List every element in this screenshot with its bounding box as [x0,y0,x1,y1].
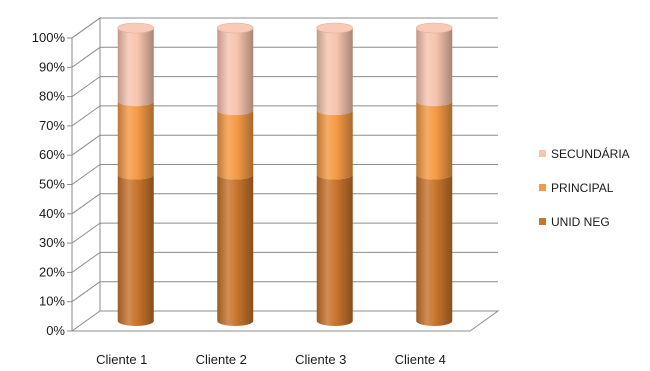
bar-segment [217,28,254,116]
x-category-label: Cliente 1 [96,352,147,367]
bar-segment [416,174,453,327]
bar-top-cap [216,22,254,34]
y-tick-label: 50% [39,177,65,192]
bar-segment [217,110,254,180]
gridline-diagonal [71,46,101,68]
floor [70,310,500,332]
legend-item: SECUNDÁRIA [539,146,630,161]
legend-swatch [539,184,546,191]
bar-segment [117,28,154,107]
gridline-diagonal [71,164,101,185]
bar-stack [316,22,354,327]
legend-swatch [539,218,546,225]
bar-segment [416,101,453,180]
x-axis-category-labels: Cliente 1 Cliente 2 Cliente 3 Cliente 4 [96,352,446,367]
gridline-diagonal [71,222,101,244]
gridline-diagonal [71,134,101,156]
legend-swatch [539,150,546,157]
bar-segment [217,174,254,327]
bar-segment [117,174,154,327]
bar-segment [316,28,353,116]
bar-top-cap [117,22,155,34]
legend-label: PRINCIPAL [551,181,614,195]
bar-segment [416,28,453,107]
legend-item: PRINCIPAL [539,181,614,195]
legend: SECUNDÁRIA PRINCIPAL UNID NEG [539,146,630,229]
x-category-label: Cliente 4 [395,352,446,367]
y-tick-label: 90% [39,59,65,74]
y-tick-label: 0% [46,323,65,338]
bars [117,22,453,327]
y-axis-tick-labels: 0% 10% 20% 30% 40% 50% 60% 70% 80% 90% 100% [32,30,66,338]
gridline-diagonal [71,17,101,39]
gridline-diagonal [71,193,101,215]
y-tick-label: 30% [39,235,65,250]
gridline-diagonal [71,76,101,98]
bar-top-cap [415,22,453,34]
x-category-label: Cliente 2 [196,352,247,367]
legend-label: UNID NEG [551,215,610,229]
y-tick-label: 60% [39,147,65,162]
y-tick-label: 80% [39,89,65,104]
bar-segment [117,101,154,180]
bar-segment [316,110,353,180]
y-tick-label: 40% [39,206,65,221]
gridline-diagonal [71,105,101,127]
bar-stack [117,22,155,327]
y-tick-label: 10% [39,294,65,309]
y-tick-label: 100% [32,30,66,45]
bar-segment [316,174,353,327]
bar-stack [415,22,453,327]
legend-label: SECUNDÁRIA [551,146,630,161]
gridline-diagonal [71,281,101,303]
gridline-diagonal [71,251,101,273]
x-category-label: Cliente 3 [295,352,346,367]
y-tick-label: 20% [39,264,65,279]
y-tick-label: 70% [39,118,65,133]
bar-stack [216,22,254,327]
legend-item: UNID NEG [539,215,610,229]
bar-top-cap [316,22,354,34]
